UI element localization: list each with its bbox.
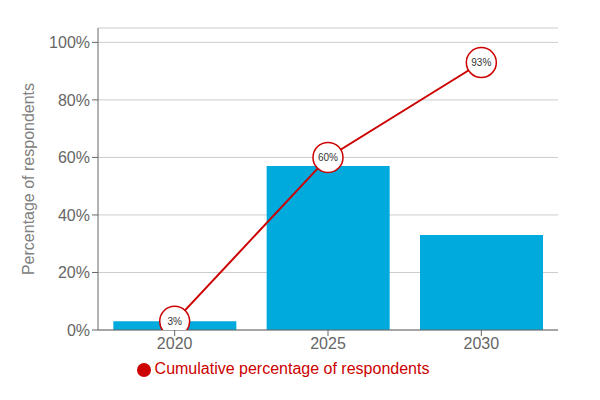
- svg-text:Percentage of respondents: Percentage of respondents: [20, 83, 37, 275]
- svg-text:2030: 2030: [464, 335, 500, 352]
- svg-text:2020: 2020: [157, 335, 193, 352]
- svg-text:2025: 2025: [310, 335, 346, 352]
- svg-text:0%: 0%: [67, 322, 90, 339]
- svg-text:60%: 60%: [58, 149, 90, 166]
- svg-text:80%: 80%: [58, 92, 90, 109]
- svg-text:20%: 20%: [58, 264, 90, 281]
- svg-text:60%: 60%: [318, 152, 338, 163]
- svg-text:100%: 100%: [49, 34, 90, 51]
- svg-text:40%: 40%: [58, 207, 90, 224]
- svg-text:3%: 3%: [167, 316, 182, 327]
- svg-text:93%: 93%: [471, 57, 491, 68]
- html-text:Cumulative percentage of respo: Cumulative percentage of respondents: [154, 360, 430, 377]
